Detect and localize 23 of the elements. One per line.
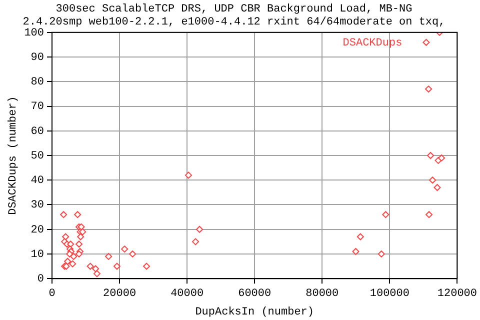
y-tick-label: 60 [30, 126, 44, 138]
x-tick-label: 40000 [170, 288, 204, 300]
x-tick-label: 80000 [306, 288, 339, 300]
y-tick-label: 50 [30, 150, 44, 162]
y-tick-label: 70 [30, 101, 44, 114]
x-tick-label: 0 [48, 288, 56, 300]
text: 2.4.20smp web100-2.2.1, e1000-4.4.12 rxint 64/64moderate on txq, [22, 16, 446, 29]
y-tick-label: 40 [30, 175, 44, 188]
y-tick-label: 10 [30, 248, 44, 261]
legend-label: DSACKDups [342, 37, 402, 50]
x-tick-label: 20000 [103, 288, 136, 300]
y-tick-label: 30 [30, 200, 44, 212]
y-tick-label: 80 [30, 76, 44, 89]
y-tick-label: 90 [30, 52, 44, 64]
y-tick-label: 20 [30, 224, 44, 236]
x-tick-label: 100000 [370, 288, 410, 300]
x-tick-label: 60000 [238, 288, 272, 300]
x-axis-title: DupAcksIn (number) [195, 306, 314, 318]
y-tick-label: 0 [37, 274, 44, 286]
text: 300sec ScalableTCP DRS, UDP CBR Background Load, MB-NG [56, 4, 412, 16]
x-tick-label: 120000 [437, 288, 477, 300]
y-axis-title: DSACKDups (number) [8, 96, 20, 215]
y-tick-label: 100 [24, 27, 44, 40]
